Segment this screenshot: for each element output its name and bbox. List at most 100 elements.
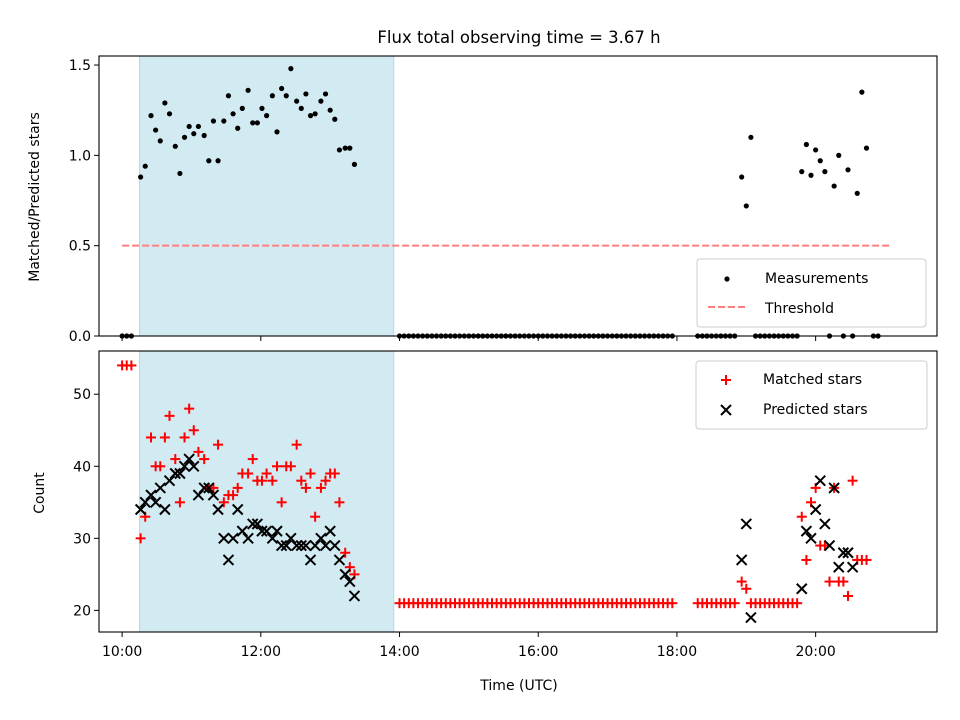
- predicted-star-point: [154, 482, 166, 494]
- ratio-y-ticks: 0.0 0.5 1.0 1.5: [69, 58, 99, 345]
- matched-star-point: [247, 454, 258, 465]
- predicted-star-point: [203, 482, 215, 494]
- measurement-point: [799, 169, 805, 175]
- measurement-point: [298, 105, 304, 111]
- predicted-star-point-b: [833, 561, 845, 573]
- matched-star-point: [126, 360, 137, 371]
- predicted-star-point-b: [745, 611, 757, 624]
- matched-star-point: [305, 468, 316, 479]
- predicted-star-point-b: [183, 453, 195, 465]
- matched-star-point: [193, 446, 204, 457]
- predicted-star-point: [145, 489, 157, 501]
- predicted-star-point-b: [837, 547, 850, 559]
- predicted-star-point: [174, 467, 186, 480]
- predicted-star-point: [300, 539, 312, 552]
- count-y-ticks: 20 30 40 50: [73, 387, 99, 619]
- count-plot-frame: [98, 350, 938, 633]
- predicted-star-point-b: [828, 482, 840, 494]
- predicted-star-point: [800, 525, 813, 537]
- measurement-point: [845, 167, 851, 173]
- measurement-point: [332, 116, 338, 122]
- predicted-star-point-b: [315, 532, 327, 545]
- predicted-star-point-b: [271, 525, 283, 537]
- predicted-star-point: [348, 590, 361, 602]
- predicted-star-point: [828, 482, 840, 494]
- measurement-point: [312, 111, 318, 117]
- count-x-ticks: 10:00 12:00 14:00 16:00 18:00 20:00: [102, 632, 836, 660]
- predicted-star-point-b: [814, 474, 826, 487]
- predicted-star-point: [344, 575, 356, 588]
- matched-star-point: [729, 598, 740, 609]
- matched-star-point: [340, 547, 351, 558]
- measurement-point: [831, 183, 837, 189]
- predicted-star-point: [315, 532, 327, 545]
- count-y-tick-label: 40: [73, 459, 91, 475]
- matched-legend-glyph: [721, 375, 731, 385]
- measurement-point: [854, 190, 860, 196]
- measurement-point: [245, 87, 251, 93]
- predicted-star-point-b: [339, 568, 351, 581]
- measurement-point: [817, 158, 823, 164]
- measurement-point: [269, 93, 275, 99]
- predicted-star-point: [271, 525, 283, 537]
- predicted-star-point-b: [295, 539, 307, 552]
- measurement-point: [210, 118, 217, 124]
- predicted-star-point-b: [809, 503, 822, 516]
- predicted-star-point-b: [823, 539, 836, 552]
- threshold-legend-label: Threshold: [764, 301, 834, 317]
- predicted-star-point-b: [203, 482, 215, 494]
- predicted-star-point: [833, 561, 845, 573]
- predicted-star-point-b: [222, 554, 235, 566]
- predicted-star-point: [319, 539, 332, 552]
- matched-star-point: [146, 432, 157, 443]
- measurement-point: [215, 158, 221, 164]
- measurement-point: [327, 107, 333, 113]
- matched-star-point: [285, 461, 296, 472]
- measurements-legend-marker: [724, 276, 730, 282]
- ratio-y-tick-label: 0.5: [69, 239, 91, 255]
- ratio-panel: 0.0 0.5 1.0 1.5 Matched/Predicted stars Mea…: [27, 55, 938, 345]
- measurement-point: [191, 131, 197, 137]
- predicted-star-point: [163, 474, 176, 487]
- matched-star-point: [267, 475, 278, 486]
- predicted-star-point-b: [329, 539, 341, 552]
- measurement-point: [201, 132, 207, 139]
- predicted-star-point-b: [236, 525, 249, 537]
- predicted-star-point-b: [231, 503, 244, 516]
- count-x-tick-label: 10:00: [102, 644, 142, 660]
- predicted-star-point: [207, 489, 220, 501]
- measurement-point: [336, 147, 343, 153]
- predicted-star-point-b: [218, 532, 230, 545]
- measurement-point: [254, 120, 260, 126]
- measurement-point: [225, 93, 232, 99]
- matched-star-point: [320, 475, 331, 486]
- predicted-star-point: [842, 547, 854, 559]
- measurement-point: [351, 161, 358, 167]
- measurement-point: [264, 113, 270, 119]
- predicted-star-point: [169, 467, 181, 480]
- matched-star-point: [801, 554, 812, 565]
- matched-star-point: [272, 461, 283, 472]
- measurement-point: [162, 100, 168, 106]
- measurement-point: [195, 123, 202, 130]
- predicted-star-point-b: [300, 539, 312, 552]
- predicted-star-point: [275, 539, 288, 552]
- predicted-star-point-b: [324, 525, 336, 537]
- count-x-tick-label: 20:00: [795, 644, 835, 660]
- matched-star-point: [135, 533, 146, 544]
- measurement-point: [148, 113, 154, 119]
- predicted-star-point-b: [740, 518, 752, 530]
- matched-star-point: [256, 475, 267, 486]
- matched-star-point: [218, 497, 229, 508]
- predicted-star-point: [333, 554, 346, 566]
- matched-star-point: [736, 576, 747, 587]
- predicted-star-point-b: [178, 460, 191, 472]
- predicted-star-point: [796, 583, 808, 595]
- predicted-star-point: [837, 547, 850, 559]
- predicted-star-point: [329, 539, 341, 552]
- predicted-star-point-b: [805, 532, 817, 545]
- matched-star-point: [164, 410, 175, 421]
- matched-star-point: [792, 598, 803, 609]
